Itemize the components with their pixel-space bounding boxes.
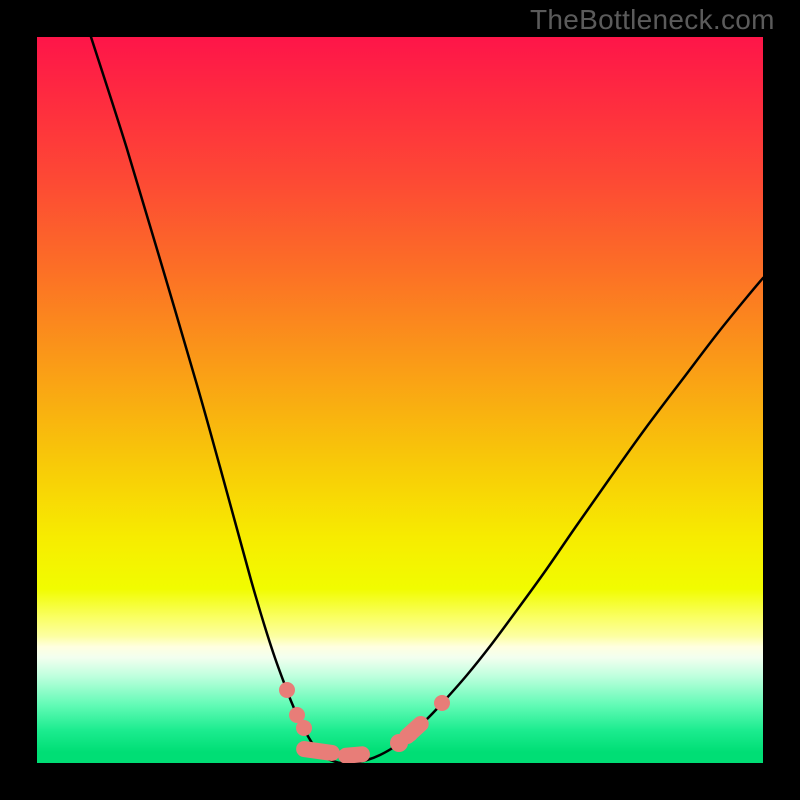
data-point bbox=[434, 695, 450, 711]
watermark-text: TheBottleneck.com bbox=[530, 4, 775, 36]
data-point bbox=[296, 720, 312, 736]
plot-background bbox=[37, 37, 763, 763]
plot bbox=[0, 0, 800, 800]
data-point bbox=[279, 682, 295, 698]
chart-root: TheBottleneck.com bbox=[0, 0, 800, 800]
